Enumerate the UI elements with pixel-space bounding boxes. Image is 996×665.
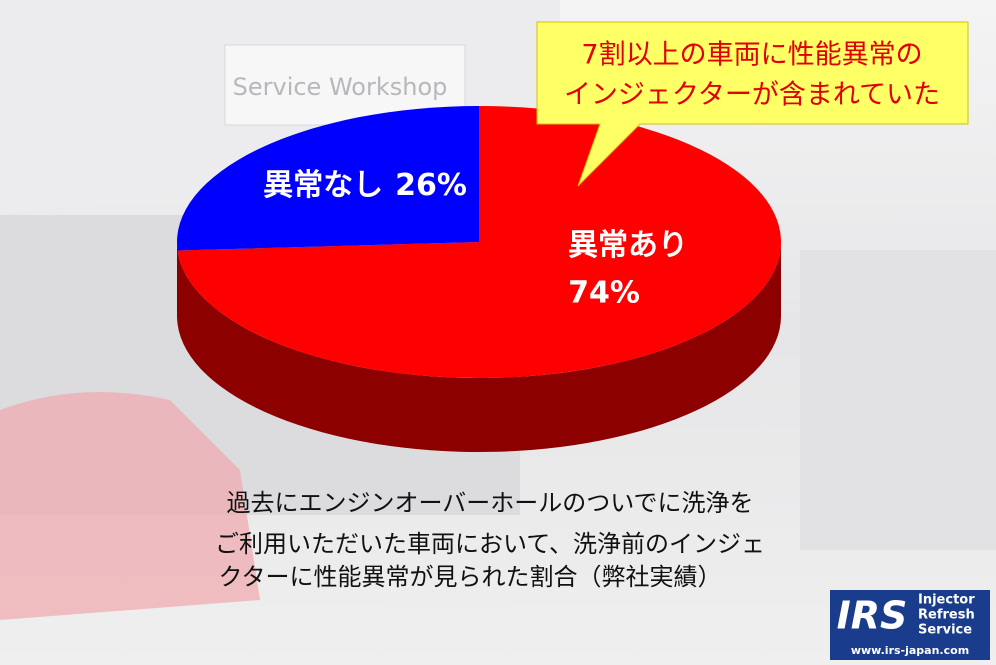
pie: 異常あり 74% 異常なし 26% [177, 106, 781, 452]
pie-side [177, 242, 178, 325]
caption: 過去にエンジンオーバーホールのついでに洗浄を ご利用いただいた車両において、洗浄… [215, 489, 765, 591]
value-label: 26% [395, 168, 467, 203]
pie-side [177, 242, 781, 452]
callout-line: インジェクターが含まれていた [564, 80, 940, 111]
pie-slice [177, 106, 479, 251]
category-label: 異常なし [263, 168, 383, 203]
caption-line: クターに性能異常が見られた割合（弊社実績） [218, 563, 721, 591]
logo-word: Injector [918, 593, 975, 608]
category-label: 異常あり [568, 228, 688, 263]
logo-url: www.irs-japan.com [851, 644, 969, 657]
pie-slice [177, 106, 781, 378]
value-label: 74% [568, 276, 640, 311]
caption-line: 過去にエンジンオーバーホールのついでに洗浄を [226, 489, 753, 517]
logo-word: Refresh [918, 608, 975, 623]
slice-label: 異常なし 26% [263, 168, 467, 203]
caption-line: ご利用いただいた車両において、洗浄前のインジェ [215, 530, 765, 558]
logo-mark: IRS [837, 594, 908, 638]
slice-label: 異常あり [568, 228, 688, 263]
logo: IRS Injector Refresh Service www.irs-jap… [830, 590, 990, 660]
callout-line: 7割以上の車両に性能異常の [581, 40, 922, 71]
logo-word: Service [918, 623, 972, 638]
callout: 7割以上の車両に性能異常の インジェクターが含まれていた [536, 21, 969, 187]
sign-text: Service Workshop [233, 73, 448, 101]
